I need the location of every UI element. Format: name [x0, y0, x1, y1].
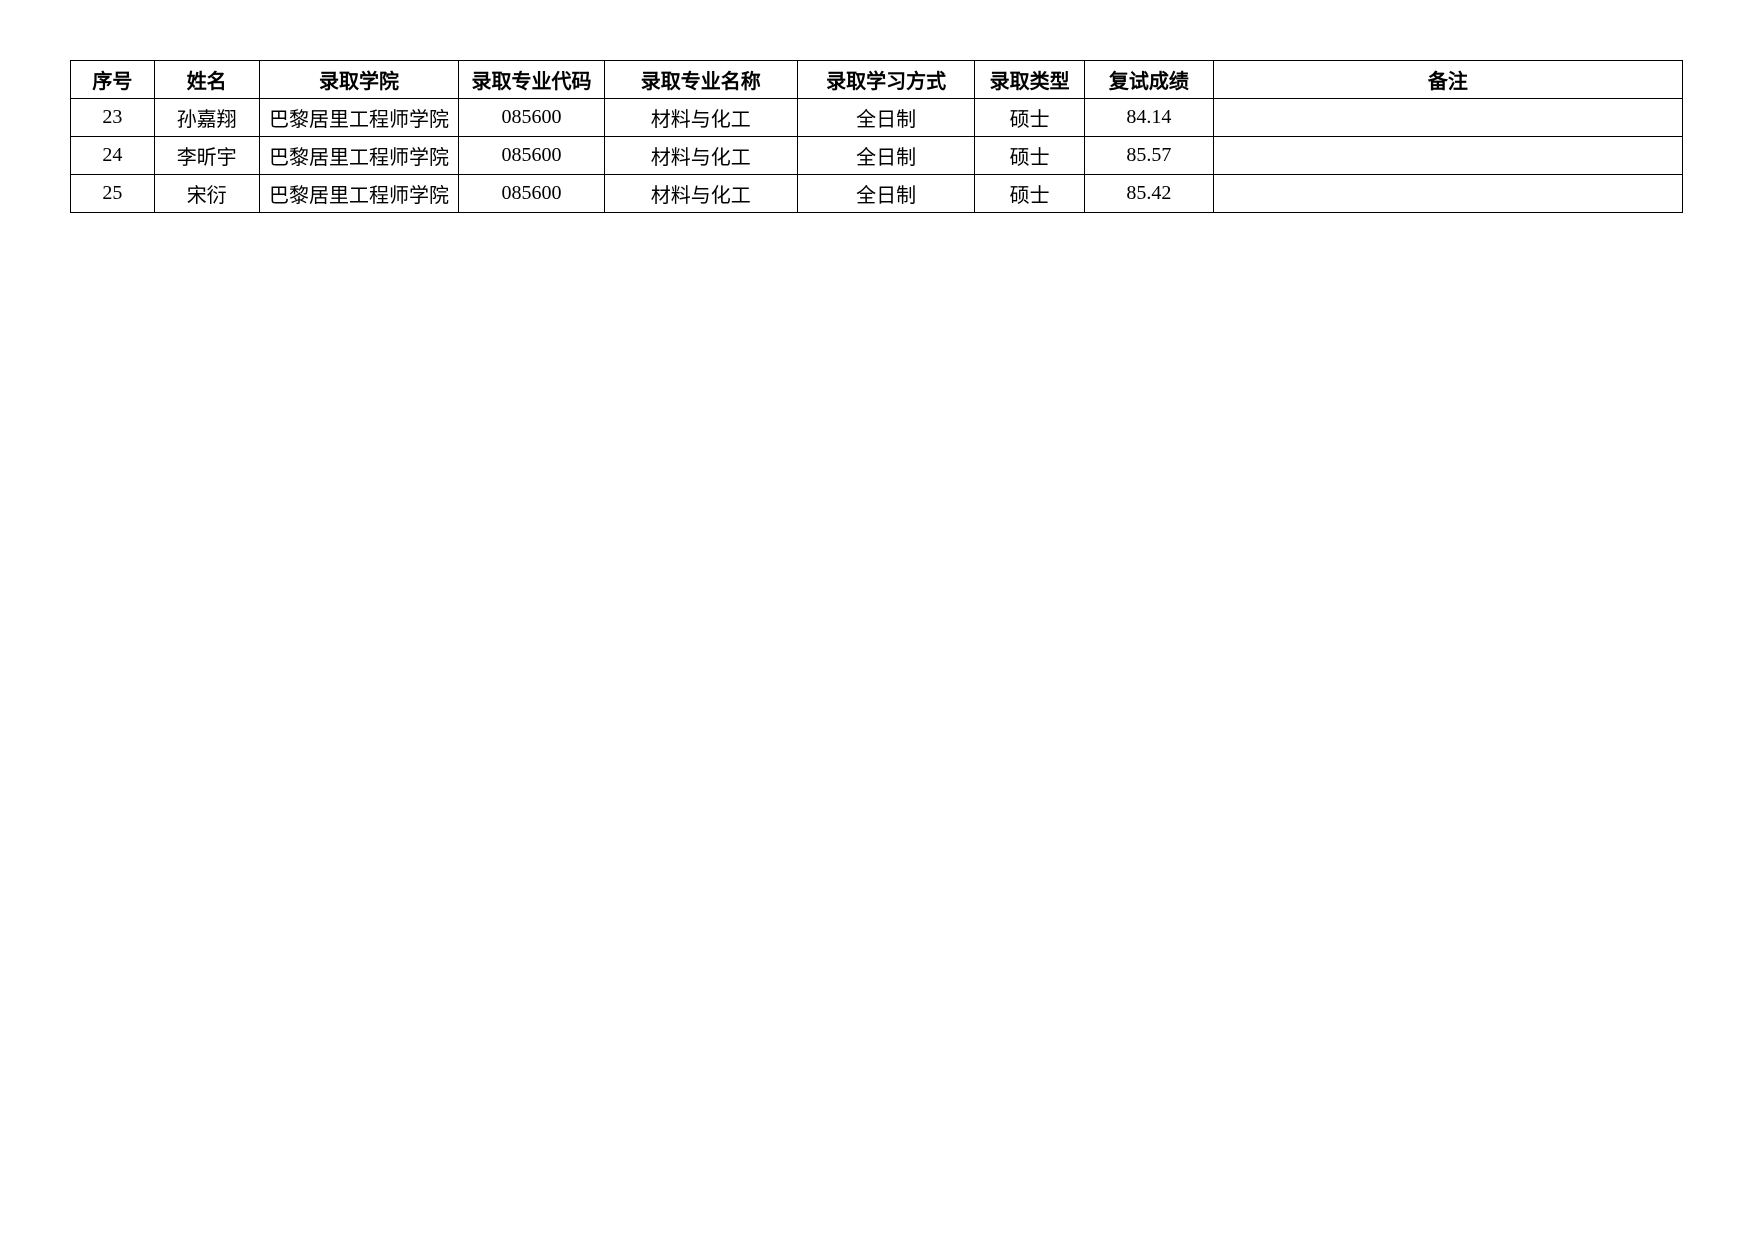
cell-type: 硕士: [975, 137, 1085, 175]
table-body: 23孙嘉翔巴黎居里工程师学院085600材料与化工全日制硕士84.1424李昕宇…: [71, 99, 1683, 213]
header-cell-seq: 序号: [71, 61, 155, 99]
cell-score: 85.42: [1084, 175, 1213, 213]
table-row: 23孙嘉翔巴黎居里工程师学院085600材料与化工全日制硕士84.14: [71, 99, 1683, 137]
cell-remark: [1213, 175, 1682, 213]
cell-name: 宋衍: [154, 175, 259, 213]
cell-majorcode: 085600: [459, 99, 604, 137]
header-cell-score: 复试成绩: [1084, 61, 1213, 99]
cell-majorname: 材料与化工: [604, 99, 797, 137]
cell-college: 巴黎居里工程师学院: [259, 99, 459, 137]
admission-table: 序号姓名录取学院录取专业代码录取专业名称录取学习方式录取类型复试成绩备注 23孙…: [70, 60, 1683, 213]
cell-seq: 24: [71, 137, 155, 175]
cell-seq: 25: [71, 175, 155, 213]
cell-studymode: 全日制: [797, 99, 974, 137]
header-cell-college: 录取学院: [259, 61, 459, 99]
header-cell-name: 姓名: [154, 61, 259, 99]
cell-majorname: 材料与化工: [604, 137, 797, 175]
cell-remark: [1213, 99, 1682, 137]
header-cell-remark: 备注: [1213, 61, 1682, 99]
cell-majorcode: 085600: [459, 137, 604, 175]
cell-type: 硕士: [975, 99, 1085, 137]
table-row: 25宋衍巴黎居里工程师学院085600材料与化工全日制硕士85.42: [71, 175, 1683, 213]
cell-type: 硕士: [975, 175, 1085, 213]
cell-name: 孙嘉翔: [154, 99, 259, 137]
table-row: 24李昕宇巴黎居里工程师学院085600材料与化工全日制硕士85.57: [71, 137, 1683, 175]
header-cell-studymode: 录取学习方式: [797, 61, 974, 99]
header-row: 序号姓名录取学院录取专业代码录取专业名称录取学习方式录取类型复试成绩备注: [71, 61, 1683, 99]
cell-college: 巴黎居里工程师学院: [259, 137, 459, 175]
header-cell-majorcode: 录取专业代码: [459, 61, 604, 99]
cell-name: 李昕宇: [154, 137, 259, 175]
cell-studymode: 全日制: [797, 175, 974, 213]
header-cell-type: 录取类型: [975, 61, 1085, 99]
cell-remark: [1213, 137, 1682, 175]
cell-studymode: 全日制: [797, 137, 974, 175]
cell-score: 84.14: [1084, 99, 1213, 137]
cell-seq: 23: [71, 99, 155, 137]
cell-majorcode: 085600: [459, 175, 604, 213]
header-cell-majorname: 录取专业名称: [604, 61, 797, 99]
cell-score: 85.57: [1084, 137, 1213, 175]
cell-majorname: 材料与化工: [604, 175, 797, 213]
cell-college: 巴黎居里工程师学院: [259, 175, 459, 213]
table-header: 序号姓名录取学院录取专业代码录取专业名称录取学习方式录取类型复试成绩备注: [71, 61, 1683, 99]
